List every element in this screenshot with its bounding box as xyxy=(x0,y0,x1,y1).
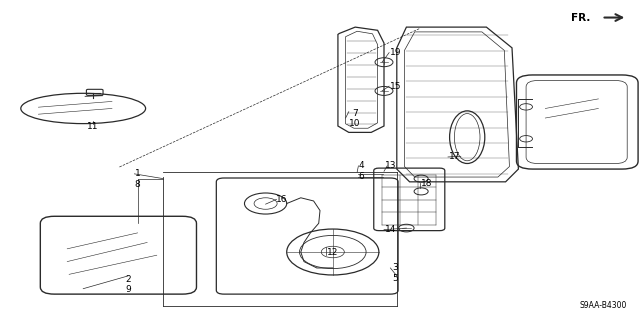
Text: 15: 15 xyxy=(390,82,401,91)
Text: 12: 12 xyxy=(327,248,339,256)
Text: 19: 19 xyxy=(390,48,401,57)
Text: 14: 14 xyxy=(385,225,396,234)
Text: S9AA-B4300: S9AA-B4300 xyxy=(580,301,627,310)
Text: 2: 2 xyxy=(125,275,131,284)
Text: 6: 6 xyxy=(359,172,364,181)
Text: 16: 16 xyxy=(276,195,287,204)
Text: 17: 17 xyxy=(449,152,460,161)
Text: FR.: FR. xyxy=(572,12,591,23)
Text: 11: 11 xyxy=(87,122,99,130)
Text: 8: 8 xyxy=(135,180,140,189)
Text: 3: 3 xyxy=(393,263,398,272)
Text: 10: 10 xyxy=(349,119,361,128)
Text: 5: 5 xyxy=(393,274,398,283)
Text: 9: 9 xyxy=(125,285,131,294)
Text: 13: 13 xyxy=(385,161,396,170)
Text: 4: 4 xyxy=(359,161,364,170)
Text: 1: 1 xyxy=(135,169,140,178)
Text: 7: 7 xyxy=(353,109,358,118)
Text: 18: 18 xyxy=(420,179,432,188)
